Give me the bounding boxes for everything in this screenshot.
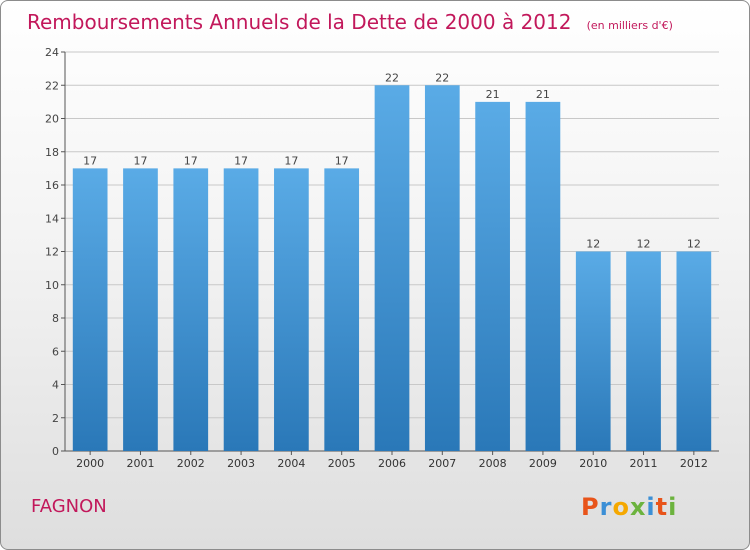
logo-letter: i xyxy=(668,493,678,521)
logo-letter: x xyxy=(629,493,647,521)
x-tick-label: 2000 xyxy=(76,457,104,470)
proxiti-logo: Proxiti xyxy=(581,493,677,521)
bar-value-label: 17 xyxy=(184,154,198,167)
x-tick-label: 2003 xyxy=(227,457,255,470)
x-tick-label: 2007 xyxy=(428,457,456,470)
bar-value-label: 17 xyxy=(284,154,298,167)
bar-value-label: 17 xyxy=(234,154,248,167)
logo-letter: r xyxy=(599,493,613,521)
bar-value-label: 21 xyxy=(536,88,550,101)
bar-value-label: 17 xyxy=(83,154,97,167)
bar xyxy=(676,251,712,451)
x-tick-label: 2002 xyxy=(177,457,205,470)
bar xyxy=(575,251,611,451)
x-tick-label: 2010 xyxy=(579,457,607,470)
x-tick-label: 2004 xyxy=(277,457,305,470)
bar xyxy=(626,251,661,451)
bar xyxy=(274,168,309,451)
bar xyxy=(324,168,360,451)
commune-name: FAGNON xyxy=(31,496,107,517)
x-tick-label: 2011 xyxy=(630,457,658,470)
x-tick-label: 2008 xyxy=(479,457,507,470)
bar-value-label: 22 xyxy=(435,71,449,84)
bar-value-label: 17 xyxy=(335,154,349,167)
unit-note: (en milliers d'€) xyxy=(586,19,673,32)
y-tick-label: 0 xyxy=(52,445,59,458)
y-tick-label: 14 xyxy=(45,212,59,225)
y-tick-label: 4 xyxy=(52,379,59,392)
bar xyxy=(424,85,460,451)
bar xyxy=(123,168,158,451)
bar-value-label: 17 xyxy=(133,154,147,167)
logo-letter: t xyxy=(655,493,669,521)
bar xyxy=(374,85,410,451)
logo-letter: i xyxy=(646,493,656,521)
bar xyxy=(525,101,561,451)
bar xyxy=(475,101,510,451)
bar-value-label: 21 xyxy=(486,88,500,101)
logo-letter: o xyxy=(612,493,630,521)
y-tick-label: 12 xyxy=(45,246,59,259)
bar xyxy=(173,168,209,451)
bar-value-label: 12 xyxy=(586,238,600,251)
y-tick-label: 20 xyxy=(45,113,59,126)
bar-value-label: 12 xyxy=(637,238,651,251)
title-row: Remboursements Annuels de la Dette de 20… xyxy=(27,10,673,34)
x-tick-label: 2001 xyxy=(126,457,154,470)
x-tick-label: 2005 xyxy=(328,457,356,470)
y-tick-label: 22 xyxy=(45,79,59,92)
bar-value-label: 12 xyxy=(687,238,701,251)
logo-letter: P xyxy=(581,493,600,521)
y-tick-label: 18 xyxy=(45,146,59,159)
y-tick-label: 24 xyxy=(45,46,59,59)
y-tick-label: 2 xyxy=(52,412,59,425)
x-tick-label: 2009 xyxy=(529,457,557,470)
bar xyxy=(223,168,259,451)
y-tick-label: 6 xyxy=(52,345,59,358)
chart-title: Remboursements Annuels de la Dette de 20… xyxy=(27,10,572,34)
bar-value-label: 22 xyxy=(385,71,399,84)
y-tick-label: 16 xyxy=(45,179,59,192)
x-tick-label: 2006 xyxy=(378,457,406,470)
y-tick-label: 10 xyxy=(45,279,59,292)
bar xyxy=(72,168,108,451)
y-tick-label: 8 xyxy=(52,312,59,325)
x-tick-label: 2012 xyxy=(680,457,708,470)
